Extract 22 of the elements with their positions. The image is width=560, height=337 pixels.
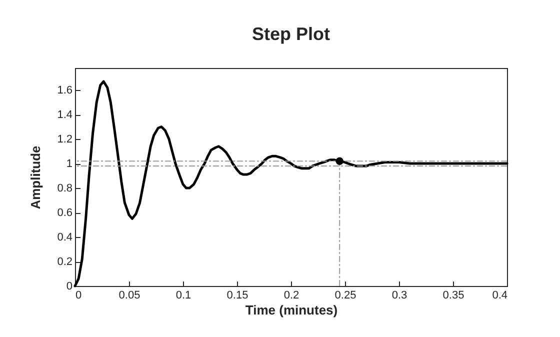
x-tick-label: 0.1 bbox=[176, 290, 192, 302]
y-tick-label: 0.4 bbox=[57, 232, 72, 244]
line-series bbox=[74, 80, 508, 288]
y-tick-label: 1.4 bbox=[57, 109, 72, 122]
y-tick-label: 0.8 bbox=[57, 182, 72, 195]
x-tick-label: 0.35 bbox=[442, 290, 464, 302]
x-tick-label: 0.05 bbox=[118, 290, 140, 302]
x-tick-label: 0.4 bbox=[492, 290, 508, 302]
y-axis-title: Amplitude bbox=[28, 146, 44, 210]
x-tick-label: 0.25 bbox=[334, 290, 356, 302]
x-axis-title: Time (minutes) bbox=[245, 302, 338, 318]
x-tick-label: 0 bbox=[76, 290, 82, 302]
x-tick-label: 0.2 bbox=[284, 290, 300, 302]
y-tick-label: 1.6 bbox=[57, 84, 72, 97]
y-tick-label: 0.6 bbox=[57, 207, 72, 220]
y-tick-label: 0 bbox=[66, 280, 72, 292]
x-tick-label: 0.3 bbox=[392, 290, 408, 302]
y-tick-label: 1.2 bbox=[57, 134, 72, 146]
chart-title: Step Plot bbox=[252, 24, 330, 44]
y-tick-label: 0.2 bbox=[57, 256, 72, 268]
y-tick-label: 1 bbox=[66, 158, 72, 170]
x-tick-label: 0.15 bbox=[226, 290, 248, 302]
